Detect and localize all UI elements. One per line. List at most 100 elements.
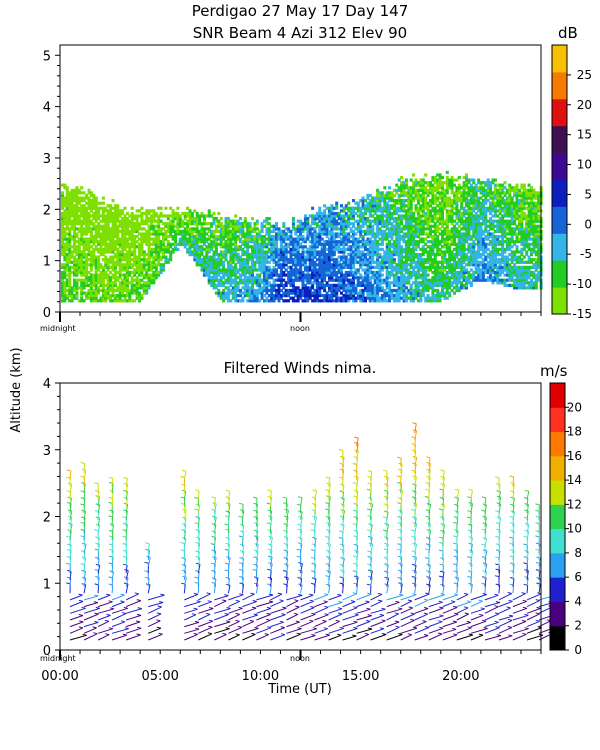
- snr-cell: [87, 219, 91, 223]
- snr-cell: [342, 235, 346, 239]
- snr-cell: [320, 265, 324, 269]
- snr-cell: [342, 209, 346, 213]
- snr-cell: [270, 294, 274, 298]
- snr-cell: [378, 270, 382, 275]
- snr-cell: [429, 209, 432, 213]
- snr-cell: [101, 217, 105, 221]
- snr-cell: [89, 263, 93, 267]
- snr-cell: [299, 237, 303, 241]
- snr-cell: [222, 265, 226, 269]
- snr-cell: [265, 276, 269, 280]
- snr-cell: [395, 270, 399, 275]
- snr-cell: [118, 294, 122, 298]
- snr-cell: [325, 268, 329, 272]
- snr-cell: [426, 250, 430, 254]
- snr-cell: [443, 240, 447, 244]
- snr-cell: [465, 191, 468, 195]
- snr-cell: [287, 260, 291, 264]
- snr-cell: [251, 247, 254, 251]
- snr-cell: [318, 211, 322, 216]
- snr-cell: [397, 299, 401, 303]
- snr-cell: [135, 227, 139, 231]
- snr-cell: [392, 253, 396, 257]
- snr-cell: [85, 201, 89, 205]
- snr-cell: [109, 235, 113, 239]
- snr-cell: [296, 245, 300, 249]
- snr-cell: [231, 227, 235, 231]
- snr-cell: [121, 281, 125, 285]
- snr-cell: [376, 219, 380, 223]
- snr-cell: [400, 175, 404, 180]
- snr-cell: [416, 299, 420, 303]
- snr-cell: [349, 240, 353, 244]
- snr-cell: [142, 263, 146, 267]
- snr-cell: [383, 201, 387, 205]
- snr-cell: [402, 263, 406, 267]
- snr-cell: [68, 288, 72, 293]
- snr-cell: [270, 268, 274, 272]
- snr-cell: [222, 288, 226, 293]
- snr-cell: [366, 242, 370, 246]
- snr-cell: [371, 214, 375, 218]
- snr-cell: [121, 250, 125, 254]
- snr-cell: [253, 245, 257, 249]
- snr-cell: [359, 245, 363, 249]
- snr-cell: [169, 224, 173, 228]
- snr-cell: [246, 232, 250, 236]
- snr-cell: [260, 245, 264, 249]
- snr-cell: [301, 240, 305, 244]
- snr-cell: [431, 193, 435, 198]
- snr-cell: [219, 232, 223, 236]
- snr-cell: [431, 196, 435, 200]
- snr-cell: [366, 276, 370, 280]
- snr-cell: [87, 276, 91, 280]
- snr-cell: [145, 270, 149, 275]
- snr-cell: [352, 211, 355, 216]
- snr-cell: [414, 273, 418, 277]
- snr-cell: [414, 232, 418, 236]
- snr-cell: [138, 273, 141, 277]
- snr-cell: [366, 201, 370, 205]
- snr-cell: [441, 286, 444, 290]
- snr-cell: [325, 235, 329, 239]
- snr-cell: [436, 224, 440, 228]
- snr-cell: [193, 250, 197, 254]
- snr-cell: [412, 188, 416, 192]
- snr-cell: [340, 237, 343, 241]
- snr-cell: [82, 191, 86, 195]
- snr-cell: [429, 286, 432, 290]
- snr-cell: [97, 281, 101, 285]
- snr-cell: [352, 299, 355, 303]
- snr-cell: [217, 222, 221, 226]
- snr-cell: [73, 219, 76, 223]
- snr-cell: [356, 283, 360, 287]
- snr-cell: [340, 229, 343, 233]
- snr-cell: [390, 255, 394, 259]
- snr-cell: [162, 268, 165, 272]
- snr-cell: [320, 263, 324, 267]
- snr-cell: [390, 288, 394, 293]
- snr-cell: [138, 253, 141, 257]
- snr-cell: [315, 214, 319, 218]
- snr-cell: [465, 283, 468, 287]
- snr-cell: [65, 204, 69, 208]
- snr-cell: [65, 253, 69, 257]
- snr-cell: [453, 263, 456, 267]
- snr-cell: [469, 245, 473, 249]
- snr-cell: [270, 235, 274, 239]
- snr-cell: [99, 281, 103, 285]
- snr-cell: [125, 270, 129, 275]
- snr-cell: [82, 263, 86, 267]
- snr-cell: [89, 273, 93, 277]
- snr-cell: [344, 240, 348, 244]
- snr-cell: [404, 291, 408, 295]
- snr-cell: [234, 224, 238, 228]
- snr-cell: [378, 222, 382, 226]
- snr-cell: [224, 224, 228, 228]
- snr-cell: [113, 240, 117, 244]
- snr-cell: [111, 229, 115, 233]
- snr-cell: [85, 196, 89, 200]
- snr-cell: [89, 214, 93, 218]
- snr-cell: [426, 260, 430, 264]
- snr-cell: [308, 229, 312, 233]
